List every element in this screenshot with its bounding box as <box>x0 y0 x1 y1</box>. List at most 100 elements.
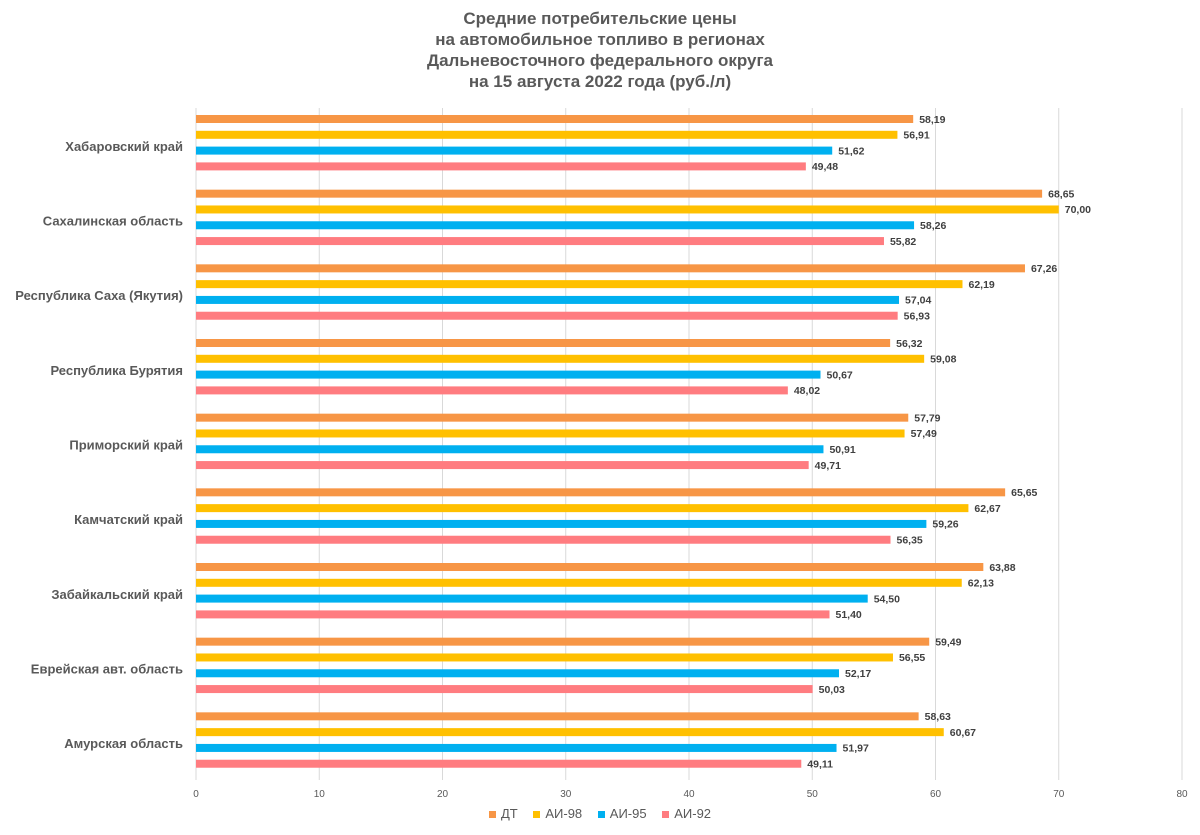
bar <box>196 413 909 422</box>
bar <box>196 504 969 513</box>
legend-swatch <box>533 811 541 819</box>
bar <box>196 743 837 752</box>
bar <box>196 759 802 768</box>
x-tick-label: 70 <box>1053 789 1065 800</box>
bar <box>196 669 839 678</box>
data-label: 51,97 <box>843 743 869 755</box>
x-tick-label: 0 <box>193 789 199 800</box>
category-label: Камчатский край <box>74 512 183 527</box>
bar <box>196 461 809 470</box>
bar <box>196 237 884 246</box>
chart-legend: ДТ АИ-98 АИ-95 АИ-92 <box>0 806 1200 821</box>
legend-label: АИ-98 <box>545 806 583 821</box>
data-label: 60,67 <box>950 727 976 739</box>
chart-title-line: Дальневосточного федерального округа <box>426 51 774 70</box>
bar <box>196 295 900 304</box>
data-label: 58,63 <box>925 711 951 723</box>
bar <box>196 445 824 454</box>
data-label: 65,65 <box>1011 487 1037 499</box>
data-label: 57,49 <box>911 428 937 440</box>
legend-item-dt: ДТ <box>488 806 518 821</box>
x-tick-label: 30 <box>560 789 572 800</box>
bar <box>196 610 830 619</box>
bar <box>196 712 919 721</box>
bar <box>196 162 806 171</box>
data-label: 56,32 <box>896 338 922 350</box>
x-tick-label: 80 <box>1176 789 1188 800</box>
legend-label: АИ-92 <box>674 806 712 821</box>
bar <box>196 653 893 662</box>
data-label: 58,19 <box>919 114 945 126</box>
x-tick-label: 60 <box>930 789 942 800</box>
bar <box>196 386 788 395</box>
chart-title-line: на 15 августа 2022 года (руб./л) <box>468 72 732 91</box>
data-label: 59,26 <box>932 519 958 531</box>
chart-title-line: Средние потребительские цены <box>463 9 737 28</box>
data-label: 55,82 <box>890 236 916 248</box>
data-label: 51,62 <box>838 145 864 157</box>
category-label: Приморский край <box>69 437 183 452</box>
data-label: 49,48 <box>812 161 838 173</box>
x-tick-label: 50 <box>807 789 819 800</box>
bar <box>196 728 944 737</box>
category-label: Забайкальский край <box>51 587 183 602</box>
chart-title-line: на автомобильное топливо в регионах <box>435 30 765 49</box>
bar <box>196 594 868 603</box>
legend-label: ДТ <box>500 806 518 821</box>
data-label: 62,13 <box>968 578 994 590</box>
data-label: 50,91 <box>829 444 855 456</box>
data-label: 49,11 <box>807 759 833 771</box>
bar <box>196 264 1025 273</box>
category-label: Республика Саха (Якутия) <box>15 288 183 303</box>
x-tick-label: 10 <box>314 789 326 800</box>
legend-swatch <box>597 811 605 819</box>
bar <box>196 488 1006 497</box>
bar <box>196 519 927 528</box>
data-label: 70,00 <box>1065 204 1091 216</box>
data-label: 49,71 <box>815 460 841 472</box>
category-label: Республика Бурятия <box>50 363 183 378</box>
data-label: 62,67 <box>974 503 1000 515</box>
category-label: Сахалинская область <box>43 213 183 228</box>
data-label: 59,49 <box>935 636 961 648</box>
bar <box>196 578 962 587</box>
bar <box>196 189 1043 198</box>
bar <box>196 685 813 694</box>
data-label: 67,26 <box>1031 263 1057 275</box>
bar <box>196 130 898 139</box>
bar <box>196 205 1059 214</box>
bar <box>196 221 915 230</box>
bar <box>196 637 930 646</box>
category-label: Хабаровский край <box>65 139 183 154</box>
bar <box>196 563 984 571</box>
data-label: 59,08 <box>930 354 956 366</box>
legend-swatch <box>488 811 496 819</box>
data-label: 58,26 <box>920 220 946 232</box>
data-label: 50,67 <box>827 369 853 381</box>
category-label: Еврейская авт. область <box>31 661 183 676</box>
data-label: 51,40 <box>836 609 862 621</box>
data-label: 56,93 <box>904 311 930 323</box>
data-label: 48,02 <box>794 385 820 397</box>
data-label: 56,55 <box>899 652 925 664</box>
data-label: 54,50 <box>874 593 900 605</box>
chart-title: Средние потребительские цены на автомоби… <box>0 8 1200 92</box>
data-label: 56,35 <box>897 535 923 547</box>
bar <box>196 311 898 320</box>
bar <box>196 146 833 155</box>
data-label: 57,04 <box>905 295 931 307</box>
bar <box>196 115 914 123</box>
data-label: 50,03 <box>819 684 845 696</box>
data-label: 57,79 <box>914 412 940 424</box>
bar <box>196 535 891 544</box>
legend-item-ai95: АИ-95 <box>597 806 647 821</box>
bar <box>196 370 821 379</box>
legend-label: АИ-95 <box>609 806 647 821</box>
data-label: 52,17 <box>845 668 871 680</box>
x-tick-label: 40 <box>683 789 695 800</box>
legend-item-ai92: АИ-92 <box>662 806 711 821</box>
bar <box>196 339 891 347</box>
category-label: Амурская область <box>64 736 183 751</box>
legend-item-ai98: АИ-98 <box>533 806 582 821</box>
